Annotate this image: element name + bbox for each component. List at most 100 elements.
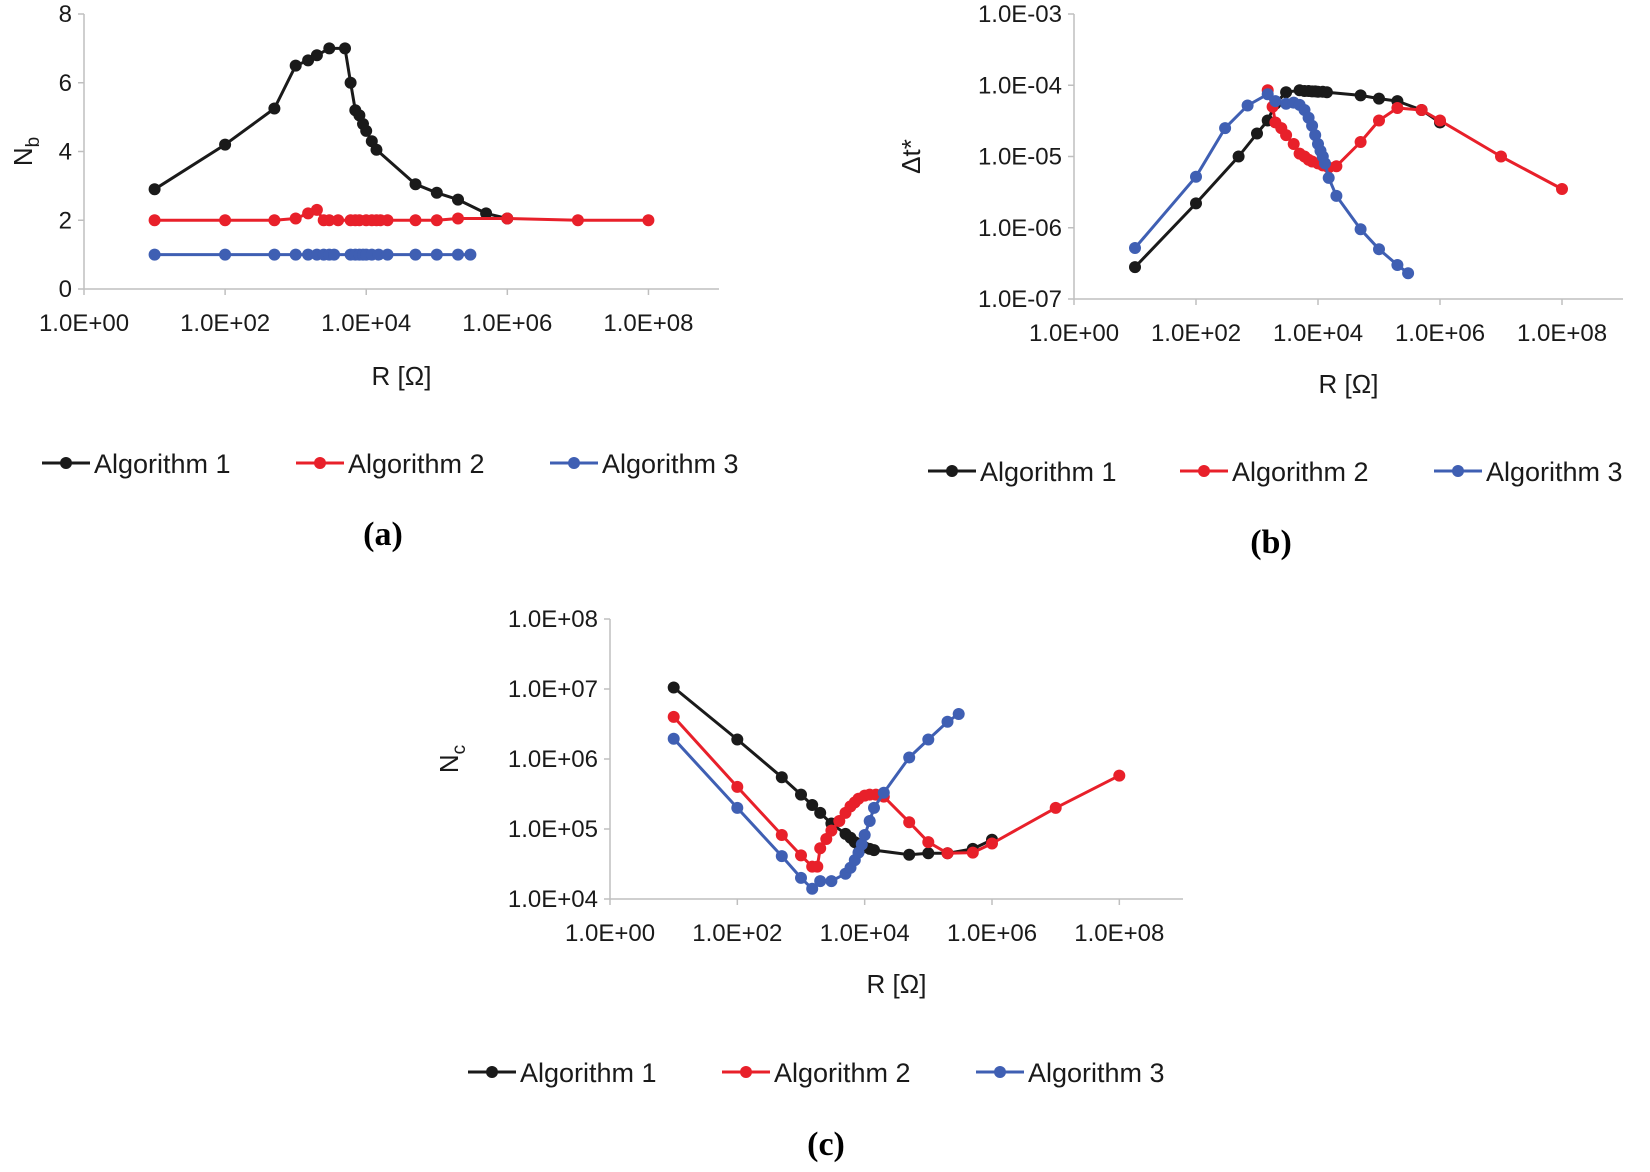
data-point-algorithm-3 [1190,170,1202,183]
data-point-algorithm-1 [806,799,819,811]
data-point-algorithm-2 [1434,114,1446,127]
data-point-algorithm-1 [868,844,880,857]
x-tick-label: 1.0E+02 [692,920,782,947]
legend-label: Algorithm 3 [602,449,739,479]
data-point-algorithm-3 [795,871,807,884]
series-line-algorithm-1 [153,46,508,220]
data-point-algorithm-3 [302,248,315,261]
data-point-algorithm-2 [642,214,655,227]
panel-label: (a) [363,516,403,553]
x-tick-label: 1.0E+00 [565,920,655,947]
y-tick-label: 2 [59,207,72,234]
data-point-algorithm-2 [1556,183,1568,195]
data-point-algorithm-3 [381,248,394,261]
y-axis-title: Nb [8,137,44,166]
y-axis-title-main: Δt* [896,139,926,174]
legend-swatch-marker [740,1066,752,1078]
data-point-algorithm-2 [814,842,827,855]
legend-label: Algorithm 3 [1486,457,1623,487]
legend-swatch-marker [1198,465,1210,477]
data-point-algorithm-2 [1495,150,1507,163]
y-tick-label: 1.0E+04 [508,886,598,913]
data-point-algorithm-2 [795,849,807,862]
data-point-algorithm-1 [430,186,443,199]
series-line-algorithm-1 [1133,88,1441,269]
data-point-algorithm-2 [430,214,443,227]
data-point-algorithm-3 [268,248,281,261]
legend-swatch-marker [60,457,72,469]
legend-swatch-marker [568,457,580,469]
data-point-algorithm-3 [814,875,827,888]
legend-swatch-marker [946,465,958,477]
y-axis-title: Nc [434,745,470,773]
data-point-algorithm-1 [922,847,935,860]
data-point-algorithm-3 [1354,223,1367,236]
x-tick-label: 1.0E+04 [820,920,910,947]
y-tick-label: 1.0E+08 [508,606,598,633]
legend-label: Algorithm 1 [980,457,1117,487]
data-point-algorithm-2 [501,212,514,225]
data-point-algorithm-3 [941,715,954,728]
data-point-algorithm-3 [464,248,477,261]
x-tick-label: 1.0E+08 [1517,320,1607,347]
data-point-algorithm-2 [268,214,281,227]
legend-label: Algorithm 1 [94,449,231,479]
data-point-algorithm-3 [825,875,838,888]
data-point-algorithm-3 [452,248,464,261]
y-tick-label: 1.0E+05 [508,816,598,843]
data-point-algorithm-1 [289,59,302,72]
y-axis-title-subscript: b [23,137,44,148]
x-tick-label: 1.0E+02 [180,310,270,337]
x-tick-label: 1.0E+04 [1273,320,1363,347]
x-axis-title: R [Ω] [372,361,432,391]
data-point-algorithm-3 [863,815,876,827]
y-tick-label: 8 [59,1,72,28]
data-point-algorithm-2 [941,847,954,860]
data-point-algorithm-1 [409,178,422,191]
data-point-algorithm-3 [868,801,880,814]
y-tick-label: 1.0E-05 [978,144,1062,171]
data-point-algorithm-1 [1190,197,1202,210]
data-point-algorithm-1 [268,102,281,115]
y-tick-label: 0 [59,276,72,303]
legend-label: Algorithm 3 [1028,1058,1165,1088]
legend-swatch-marker [486,1066,498,1078]
panel-b: 1.0E-07 1.0E-06 1.0E-05 1.0E-04 1.0E-03 1.0E+… [896,1,1623,561]
data-point-algorithm-3 [1373,243,1385,256]
data-point-algorithm-1 [219,138,232,151]
data-point-algorithm-2 [310,203,323,216]
data-point-algorithm-2 [903,816,916,829]
data-point-algorithm-1 [370,143,383,156]
y-tick-label: 1.0E-07 [978,286,1062,313]
x-tick-label: 1.0E+06 [947,920,1037,947]
data-point-algorithm-3 [1306,119,1319,132]
x-axis-title: R [Ω] [867,969,927,999]
data-point-algorithm-3 [1261,88,1274,101]
data-point-algorithm-2 [922,836,935,849]
y-tick-label: 1.0E-06 [978,215,1062,242]
x-tick-label: 1.0E+00 [1029,320,1119,347]
data-point-algorithm-2 [1415,104,1428,116]
data-point-algorithm-2 [1280,129,1293,142]
data-point-algorithm-3 [1391,259,1404,271]
data-point-algorithm-3 [1269,95,1282,108]
data-point-algorithm-1 [903,848,916,861]
y-axis-title-subscript: c [449,745,470,755]
legend-label: Algorithm 2 [1232,457,1369,487]
data-point-algorithm-2 [811,860,824,873]
data-point-algorithm-2 [571,214,584,227]
data-point-algorithm-2 [825,824,838,837]
data-point-algorithm-3 [922,733,935,746]
data-point-algorithm-3 [328,248,341,261]
data-point-algorithm-1 [310,49,323,62]
data-point-algorithm-1 [344,76,357,89]
data-point-algorithm-2 [332,214,345,227]
panel-c: 1.0E+04 1.0E+05 1.0E+06 1.0E+07 1.0E+08 1.0E+… [434,606,1183,1163]
x-tick-label: 1.0E+00 [39,310,129,337]
data-point-algorithm-3 [731,801,744,814]
data-point-algorithm-1 [1251,127,1263,140]
data-point-algorithm-2 [289,212,302,225]
data-point-algorithm-3 [1319,157,1331,170]
x-tick-label: 1.0E+08 [1074,920,1164,947]
data-point-algorithm-2 [667,710,680,723]
